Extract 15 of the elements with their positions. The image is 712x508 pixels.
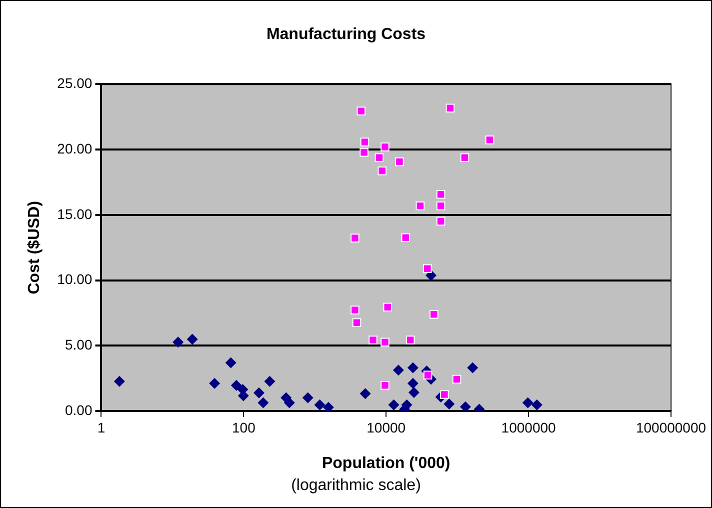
x-tick-label: 1 <box>97 419 106 436</box>
x-tick-label: 100000000 <box>636 419 706 436</box>
text: (logarithmic scale) <box>290 477 422 495</box>
y-tick-label: 0.00 <box>64 402 92 418</box>
y-tick-label: 15.00 <box>57 206 92 222</box>
y-tick-label: 10.00 <box>57 271 92 288</box>
x-axis-title: Population ('000) <box>322 454 450 472</box>
x-tick-label: 10000 <box>366 419 406 436</box>
y-tick-label: 5.00 <box>64 336 92 352</box>
chart-title: Manufacturing Costs <box>266 26 426 44</box>
y-axis-title: Cost ($USD) <box>26 200 44 294</box>
y-tick-label: 25.00 <box>57 75 92 92</box>
x-tick-label: 1000000 <box>501 419 556 436</box>
y-tick-label: 20.00 <box>57 140 92 156</box>
x-tick-label: 100 <box>232 419 256 436</box>
